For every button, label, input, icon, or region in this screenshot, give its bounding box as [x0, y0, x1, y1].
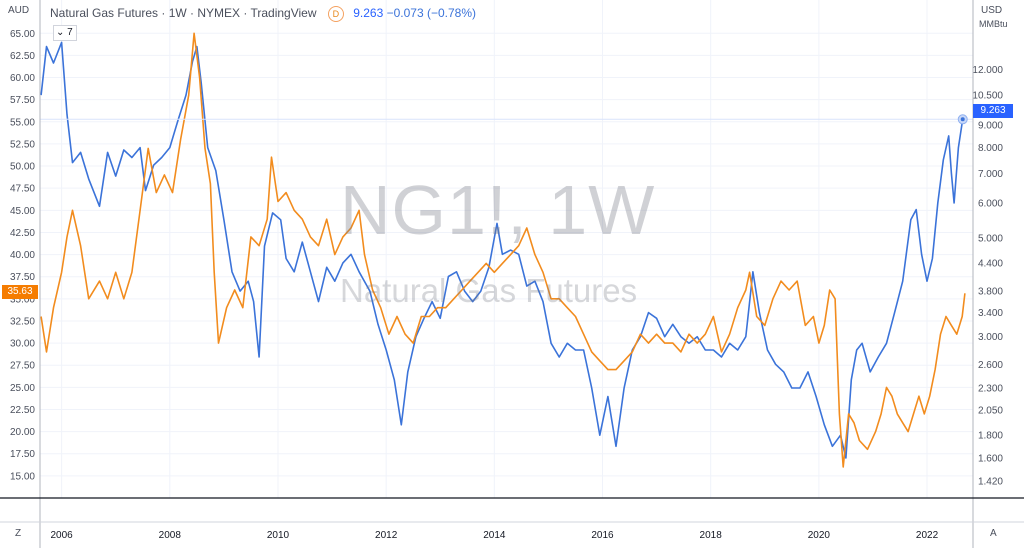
right-tick-label: 1.600 [978, 453, 1003, 464]
auto-scale-button[interactable]: A [990, 528, 997, 539]
time-axis[interactable]: 2006 2008 2010 2012 2014 2016 2018 2020 2022 [51, 530, 939, 541]
symbol-title[interactable]: Natural Gas Futures · 1W · NYMEX · Tradi… [50, 6, 317, 21]
left-tick-label: 57.50 [10, 95, 35, 106]
left-tick-label: 27.50 [10, 361, 35, 372]
interval-dropdown[interactable]: ⌄ 7 [53, 25, 77, 41]
delayed-data-badge[interactable]: D [327, 6, 344, 22]
series-line-blue [40, 41, 964, 459]
left-tick-label: 65.00 [10, 29, 35, 40]
left-tick-label: 47.50 [10, 184, 35, 195]
left-tick-label: 15.00 [10, 471, 35, 482]
left-tick-label: 60.00 [10, 73, 35, 84]
right-tick-label: 12.000 [972, 65, 1003, 76]
time-tick-label: 2014 [483, 530, 506, 541]
left-tick-label: 62.50 [10, 51, 35, 62]
right-tick-label: 8.000 [978, 143, 1003, 154]
right-tick-label: 2.050 [978, 406, 1003, 417]
left-tick-label: 55.00 [10, 117, 35, 128]
right-tick-label: 7.000 [978, 169, 1003, 180]
left-tick-label: 30.00 [10, 339, 35, 350]
left-tick-label: 50.00 [10, 162, 35, 173]
right-tick-label: 10.500 [972, 91, 1003, 102]
left-tick-label: 42.50 [10, 228, 35, 239]
right-tick-label: 3.400 [978, 308, 1003, 319]
left-last-price-label: 35.63 [2, 285, 38, 299]
left-tick-label: 40.00 [10, 250, 35, 261]
right-axis-subunit: MMBtu [979, 19, 1008, 29]
right-tick-label: 4.400 [978, 258, 1003, 269]
chart-legend-header: Natural Gas Futures · 1W · NYMEX · Tradi… [50, 6, 476, 22]
left-tick-label: 22.50 [10, 405, 35, 416]
left-tick-label: 17.50 [10, 449, 35, 460]
left-tick-label: 45.00 [10, 206, 35, 217]
right-tick-label: 9.000 [978, 120, 1003, 131]
right-tick-label: 1.800 [978, 431, 1003, 442]
time-tick-label: 2006 [51, 530, 74, 541]
left-tick-label: 35.00 [10, 294, 35, 305]
gridlines [40, 0, 973, 498]
left-axis-unit: AUD [8, 5, 30, 16]
last-point-dot [960, 117, 965, 122]
timezone-button[interactable]: Z [15, 528, 22, 539]
series-layer [40, 32, 973, 468]
time-tick-label: 2012 [375, 530, 398, 541]
right-price-axis[interactable]: 12.000 10.500 9.000 8.000 7.000 6.000 5.000 4.4… [972, 65, 1003, 488]
right-tick-label: 3.000 [978, 332, 1003, 343]
price-change: −0.073 (−0.78%) [386, 6, 476, 21]
left-price-axis[interactable]: 65.00 62.50 60.00 57.50 55.00 52.50 50.00 47.50… [10, 29, 35, 483]
chevron-down-icon: ⌄ [56, 27, 65, 38]
time-tick-label: 2010 [267, 530, 290, 541]
right-tick-label: 1.420 [978, 476, 1003, 487]
right-tick-label: 2.600 [978, 360, 1003, 371]
left-tick-label: 32.50 [10, 316, 35, 327]
watermark-symbol: NG1!, 1W [340, 171, 656, 249]
time-tick-label: 2018 [700, 530, 723, 541]
time-tick-label: 2020 [808, 530, 831, 541]
interval-dropdown-value: 7 [67, 27, 73, 38]
series-line-orange [40, 32, 966, 468]
right-axis-unit: USD [981, 5, 1003, 16]
right-tick-label: 2.300 [978, 383, 1003, 394]
watermark-name: Natural Gas Futures [340, 272, 638, 309]
time-tick-label: 2008 [159, 530, 182, 541]
left-tick-label: 37.50 [10, 272, 35, 283]
left-tick-label: 20.00 [10, 427, 35, 438]
right-tick-label: 6.000 [978, 199, 1003, 210]
right-last-price-label: 9.263 [973, 104, 1013, 118]
left-tick-label: 52.50 [10, 139, 35, 150]
right-tick-label: 5.000 [978, 234, 1003, 245]
time-tick-label: 2022 [916, 530, 939, 541]
right-tick-label: 3.800 [978, 287, 1003, 298]
last-price: 9.263 [353, 6, 384, 21]
time-tick-label: 2016 [591, 530, 614, 541]
left-tick-label: 25.00 [10, 383, 35, 394]
